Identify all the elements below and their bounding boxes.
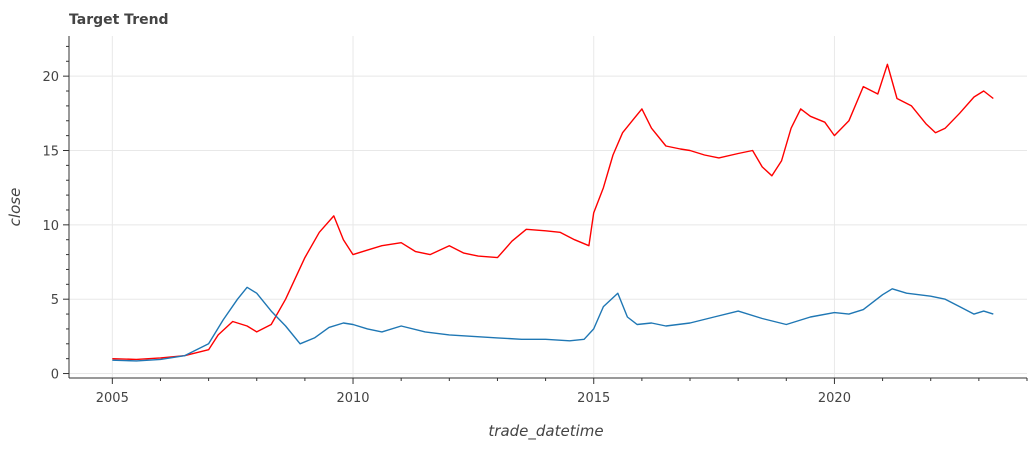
chart-title: Target Trend (69, 12, 169, 28)
x-tick-label: 2005 (96, 391, 129, 406)
x-tick-label: 2010 (336, 391, 369, 406)
x-axis-ticks: 2005 2010 2015 2020 (96, 378, 1028, 406)
series-layer (112, 63, 994, 362)
y-tick-label: 20 (42, 70, 59, 85)
y-tick-label: 0 (51, 368, 59, 383)
x-tick-label: 2020 (818, 391, 851, 406)
y-axis-label: close (6, 188, 24, 227)
y-tick-label: 10 (42, 219, 59, 234)
x-axis-label: trade_datetime (488, 422, 603, 441)
axes (68, 36, 1027, 379)
series-line-1 (112, 63, 994, 361)
y-tick-label: 5 (51, 293, 59, 308)
y-axis-ticks: 0 5 10 15 20 (42, 45, 69, 383)
x-tick-label: 2015 (577, 391, 610, 406)
grid-lines (69, 36, 1027, 378)
y-tick-label: 15 (42, 144, 59, 159)
series-line-2 (112, 286, 994, 362)
